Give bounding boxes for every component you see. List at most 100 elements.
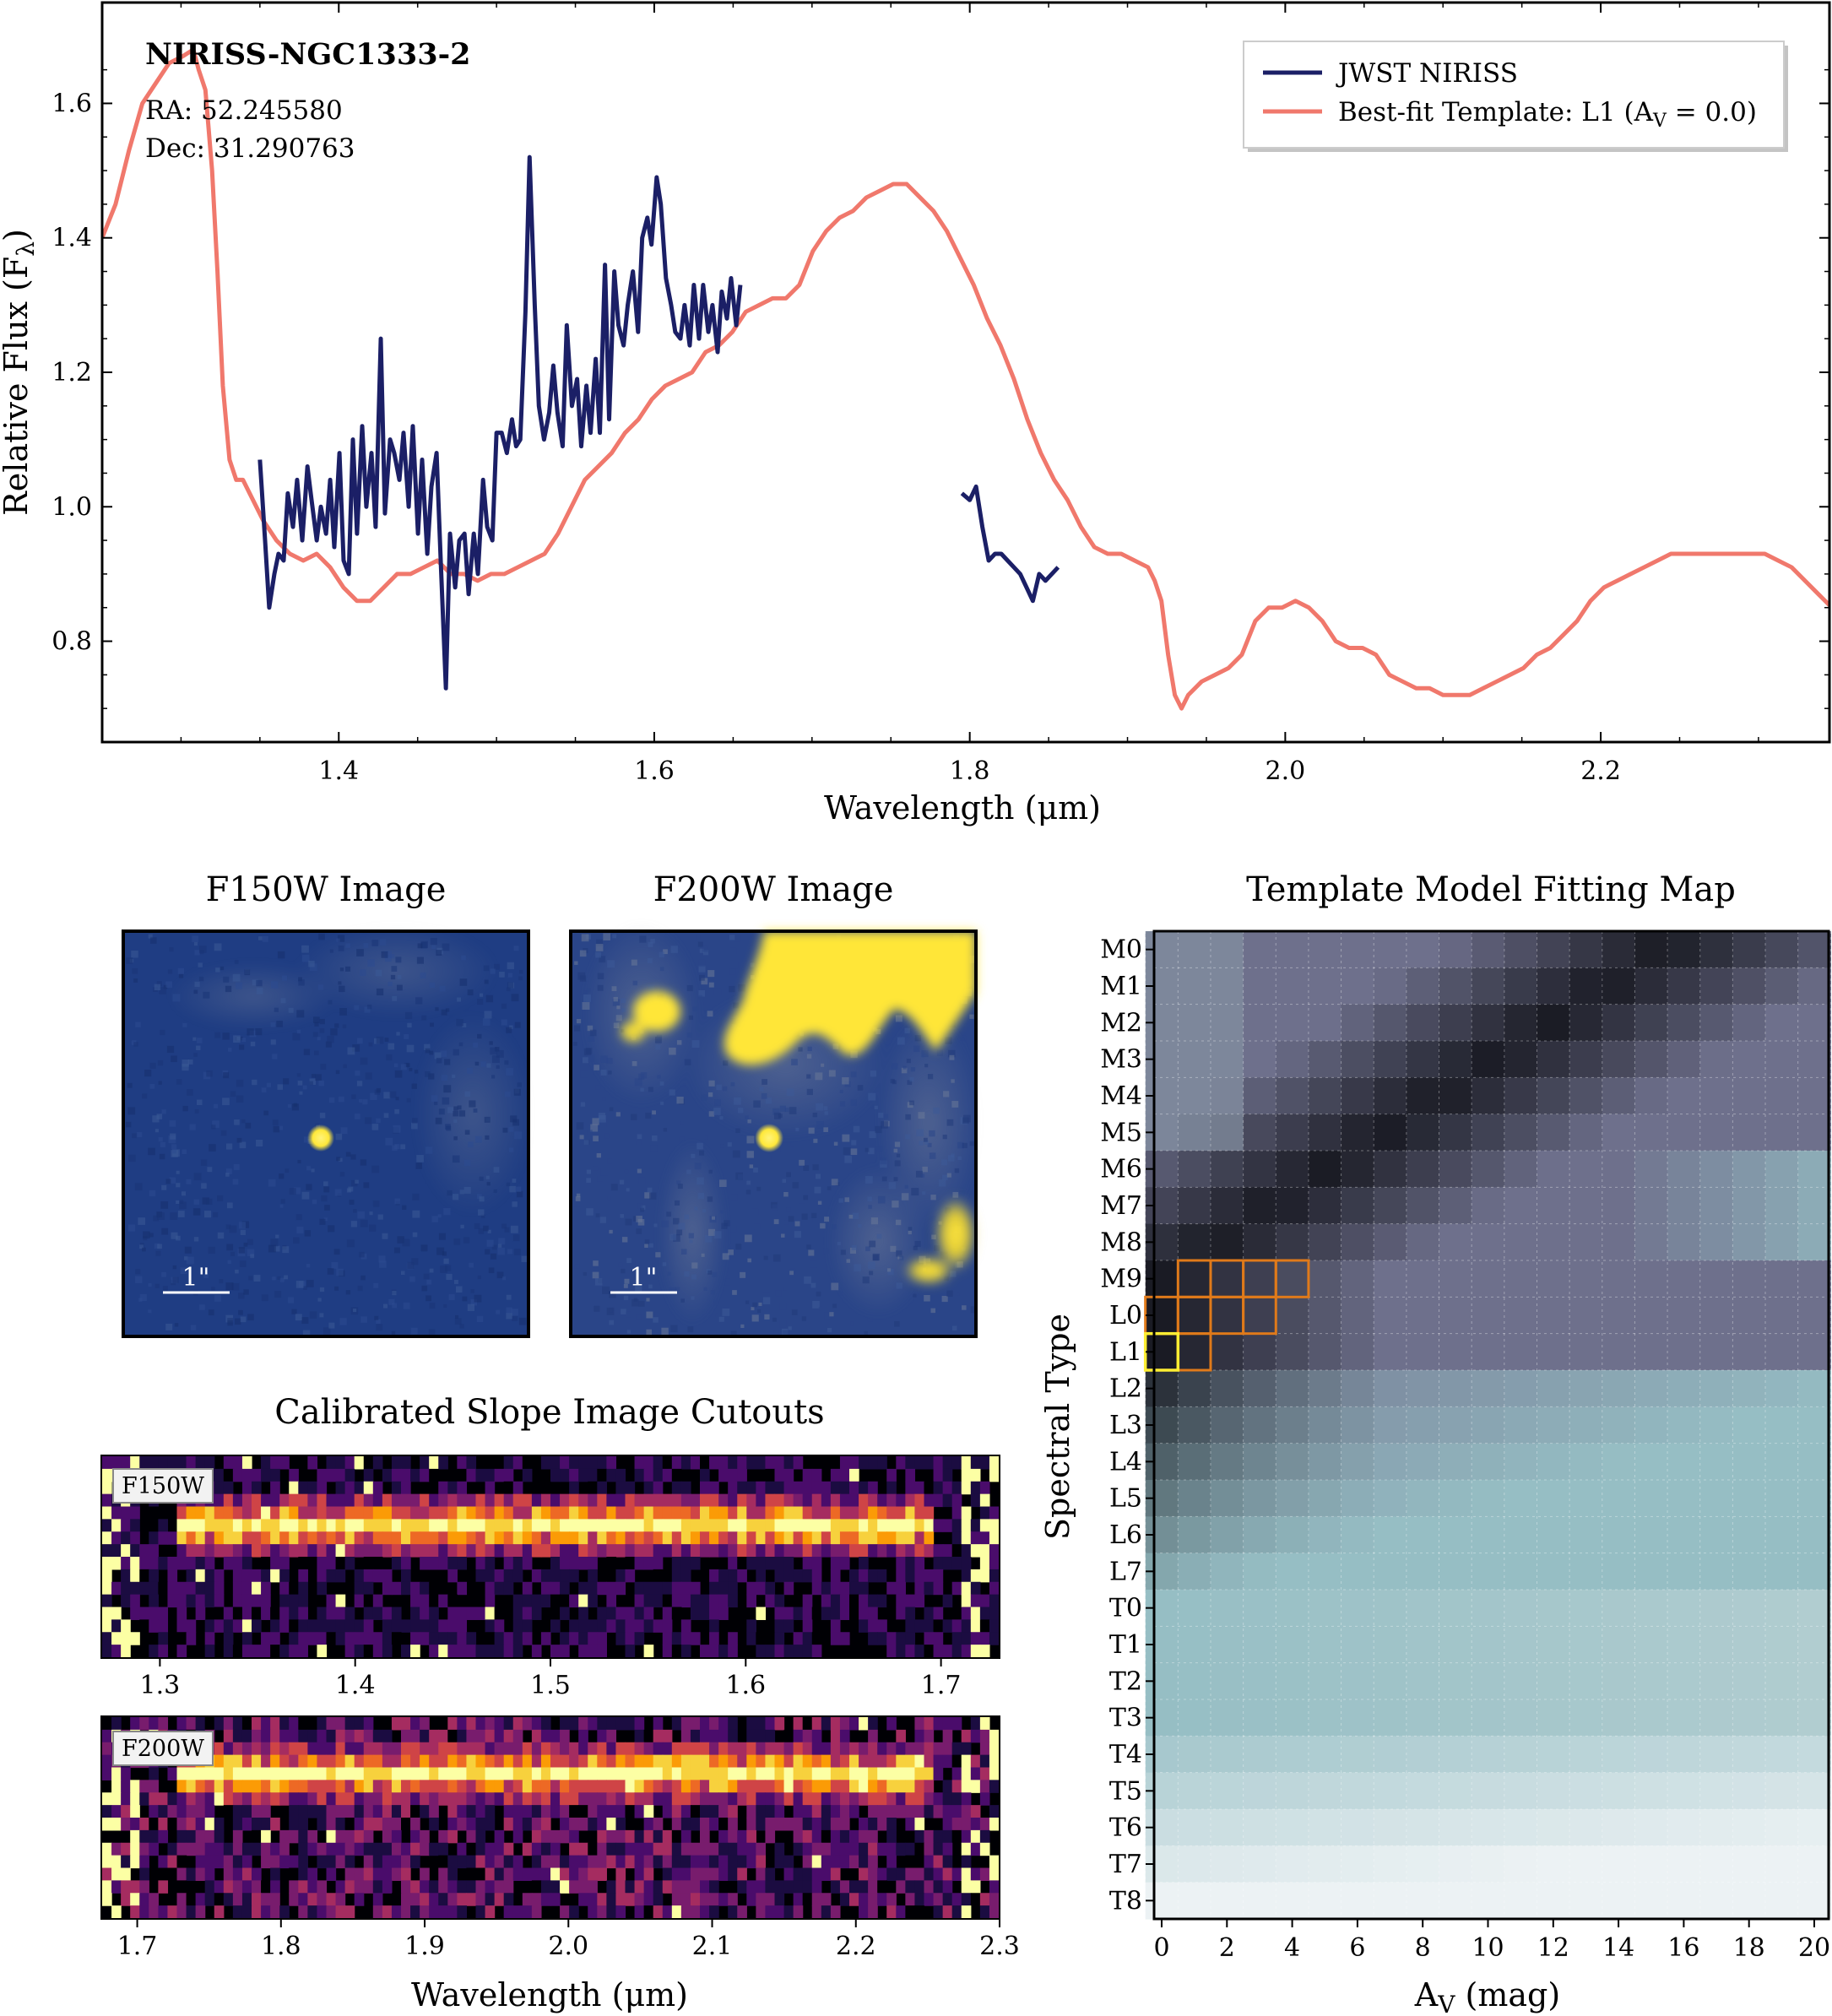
cutout-pixel [298,1506,308,1520]
cutout-pixel [811,1569,822,1583]
cutout-pixel [625,1792,636,1806]
noise-pixel [851,1140,857,1146]
cutout-pixel [718,1729,729,1743]
cutout-pixel [588,1792,598,1806]
legend-label-niriss: JWST NIRISS [1336,58,1518,89]
cutout-pixel [700,1531,710,1545]
cutout-pixel [877,1754,887,1769]
noise-pixel [447,1107,454,1114]
cutout-pixel [121,1506,131,1520]
cutout-pixel [494,1842,505,1856]
noise-pixel [509,1025,513,1029]
cutout-pixel [615,1506,626,1520]
cutout-pixel [933,1829,944,1844]
noise-pixel [922,1166,928,1173]
cutout-pixel [232,1506,243,1520]
cutout-pixel [914,1805,925,1818]
cutout-pixel [485,1792,496,1806]
heatmap-cell [1797,1699,1831,1737]
heatmap-cell [1439,1553,1472,1591]
cutout-pixel [942,1456,953,1470]
heatmap-cell [1210,1626,1244,1664]
cutout-pixel [372,1544,383,1558]
cutout-pixel [821,1867,832,1881]
cutout-pixel [176,1581,187,1596]
heatmap-cell [1699,1845,1733,1883]
cutout-pixel [252,1619,262,1633]
noise-pixel [719,1116,724,1120]
cutout-pixel [793,1893,804,1906]
cutout-pixel [756,1842,767,1856]
noise-pixel [718,1316,724,1322]
cutout-pixel [793,1519,804,1532]
cutout-pixel [503,1581,514,1596]
cutout-pixel [597,1905,607,1919]
noise-pixel [172,1265,177,1270]
cutout-pixel [149,1506,159,1520]
cutout-pixel [241,1893,252,1906]
cutout-pixel [167,1818,178,1831]
heatmap-cell [1797,1004,1831,1042]
noise-pixel [514,1022,521,1028]
noise-pixel [404,1033,409,1039]
cutout-pixel [905,1867,916,1881]
noise-pixel [214,1103,219,1108]
cutout-pixel [241,1544,252,1558]
cutout-pixel [643,1818,654,1831]
cutout-pixel [634,1468,645,1482]
f200w-scalebar-label: 1" [630,1263,658,1293]
cutout-pixel [326,1557,337,1570]
cutout-pixel [951,1780,962,1793]
cutout-pixel [756,1767,767,1780]
noise-pixel [485,1135,490,1141]
cutout-pixel [475,1519,486,1532]
cutout-pixel [830,1493,841,1508]
cutout-pixel [793,1531,804,1545]
heatmap-cell [1374,1699,1407,1737]
noise-pixel [274,1291,282,1298]
cutout-pixel [158,1880,169,1894]
noise-pixel [442,943,450,951]
cutout-pixel [970,1754,981,1769]
cutout-pixel [643,1829,654,1844]
cutout-pixel [728,1842,738,1856]
cutout-pixel [896,1805,906,1818]
cutout-pixel [270,1531,280,1545]
cutout-pixel [252,1581,262,1596]
cutout-pixel [307,1792,318,1806]
noise-pixel [409,1276,415,1282]
heatmap-cell [1243,1041,1276,1078]
cutout-pixel [158,1456,169,1470]
cutout-pixel [466,1867,477,1881]
cutout-pixel [540,1519,551,1532]
cutout-pixel [625,1805,636,1818]
heatmap-cell [1406,1553,1440,1591]
cutout-pixel [485,1742,496,1756]
noise-pixel [626,1188,630,1192]
cutout-pixel [839,1456,850,1470]
cutout-pixel [335,1855,346,1869]
noise-pixel [176,1183,181,1188]
cutout-pixel [512,1493,523,1508]
cutout-pixel [877,1493,887,1508]
noise-pixel [783,1287,788,1291]
noise-pixel [698,994,702,1000]
cutout-pixel [765,1519,776,1532]
noise-pixel [909,1077,914,1082]
cutout-pixel [802,1569,813,1583]
cutout-pixel [298,1519,308,1532]
heatmap-cell [1699,931,1733,968]
cutout-pixel [354,1531,365,1545]
cutout-pixel [839,1481,850,1495]
noise-pixel [512,1234,520,1242]
noise-pixel [852,1212,859,1220]
cutout-pixel [363,1569,374,1583]
noise-pixel [222,1032,230,1040]
cutout-pixel [241,1805,252,1818]
cutout-pixel [344,1818,355,1831]
noise-pixel [697,941,703,947]
noise-pixel [126,957,133,964]
cutout-pixel [344,1829,355,1844]
noise-pixel [301,945,309,953]
cutout-pixel [718,1867,729,1881]
